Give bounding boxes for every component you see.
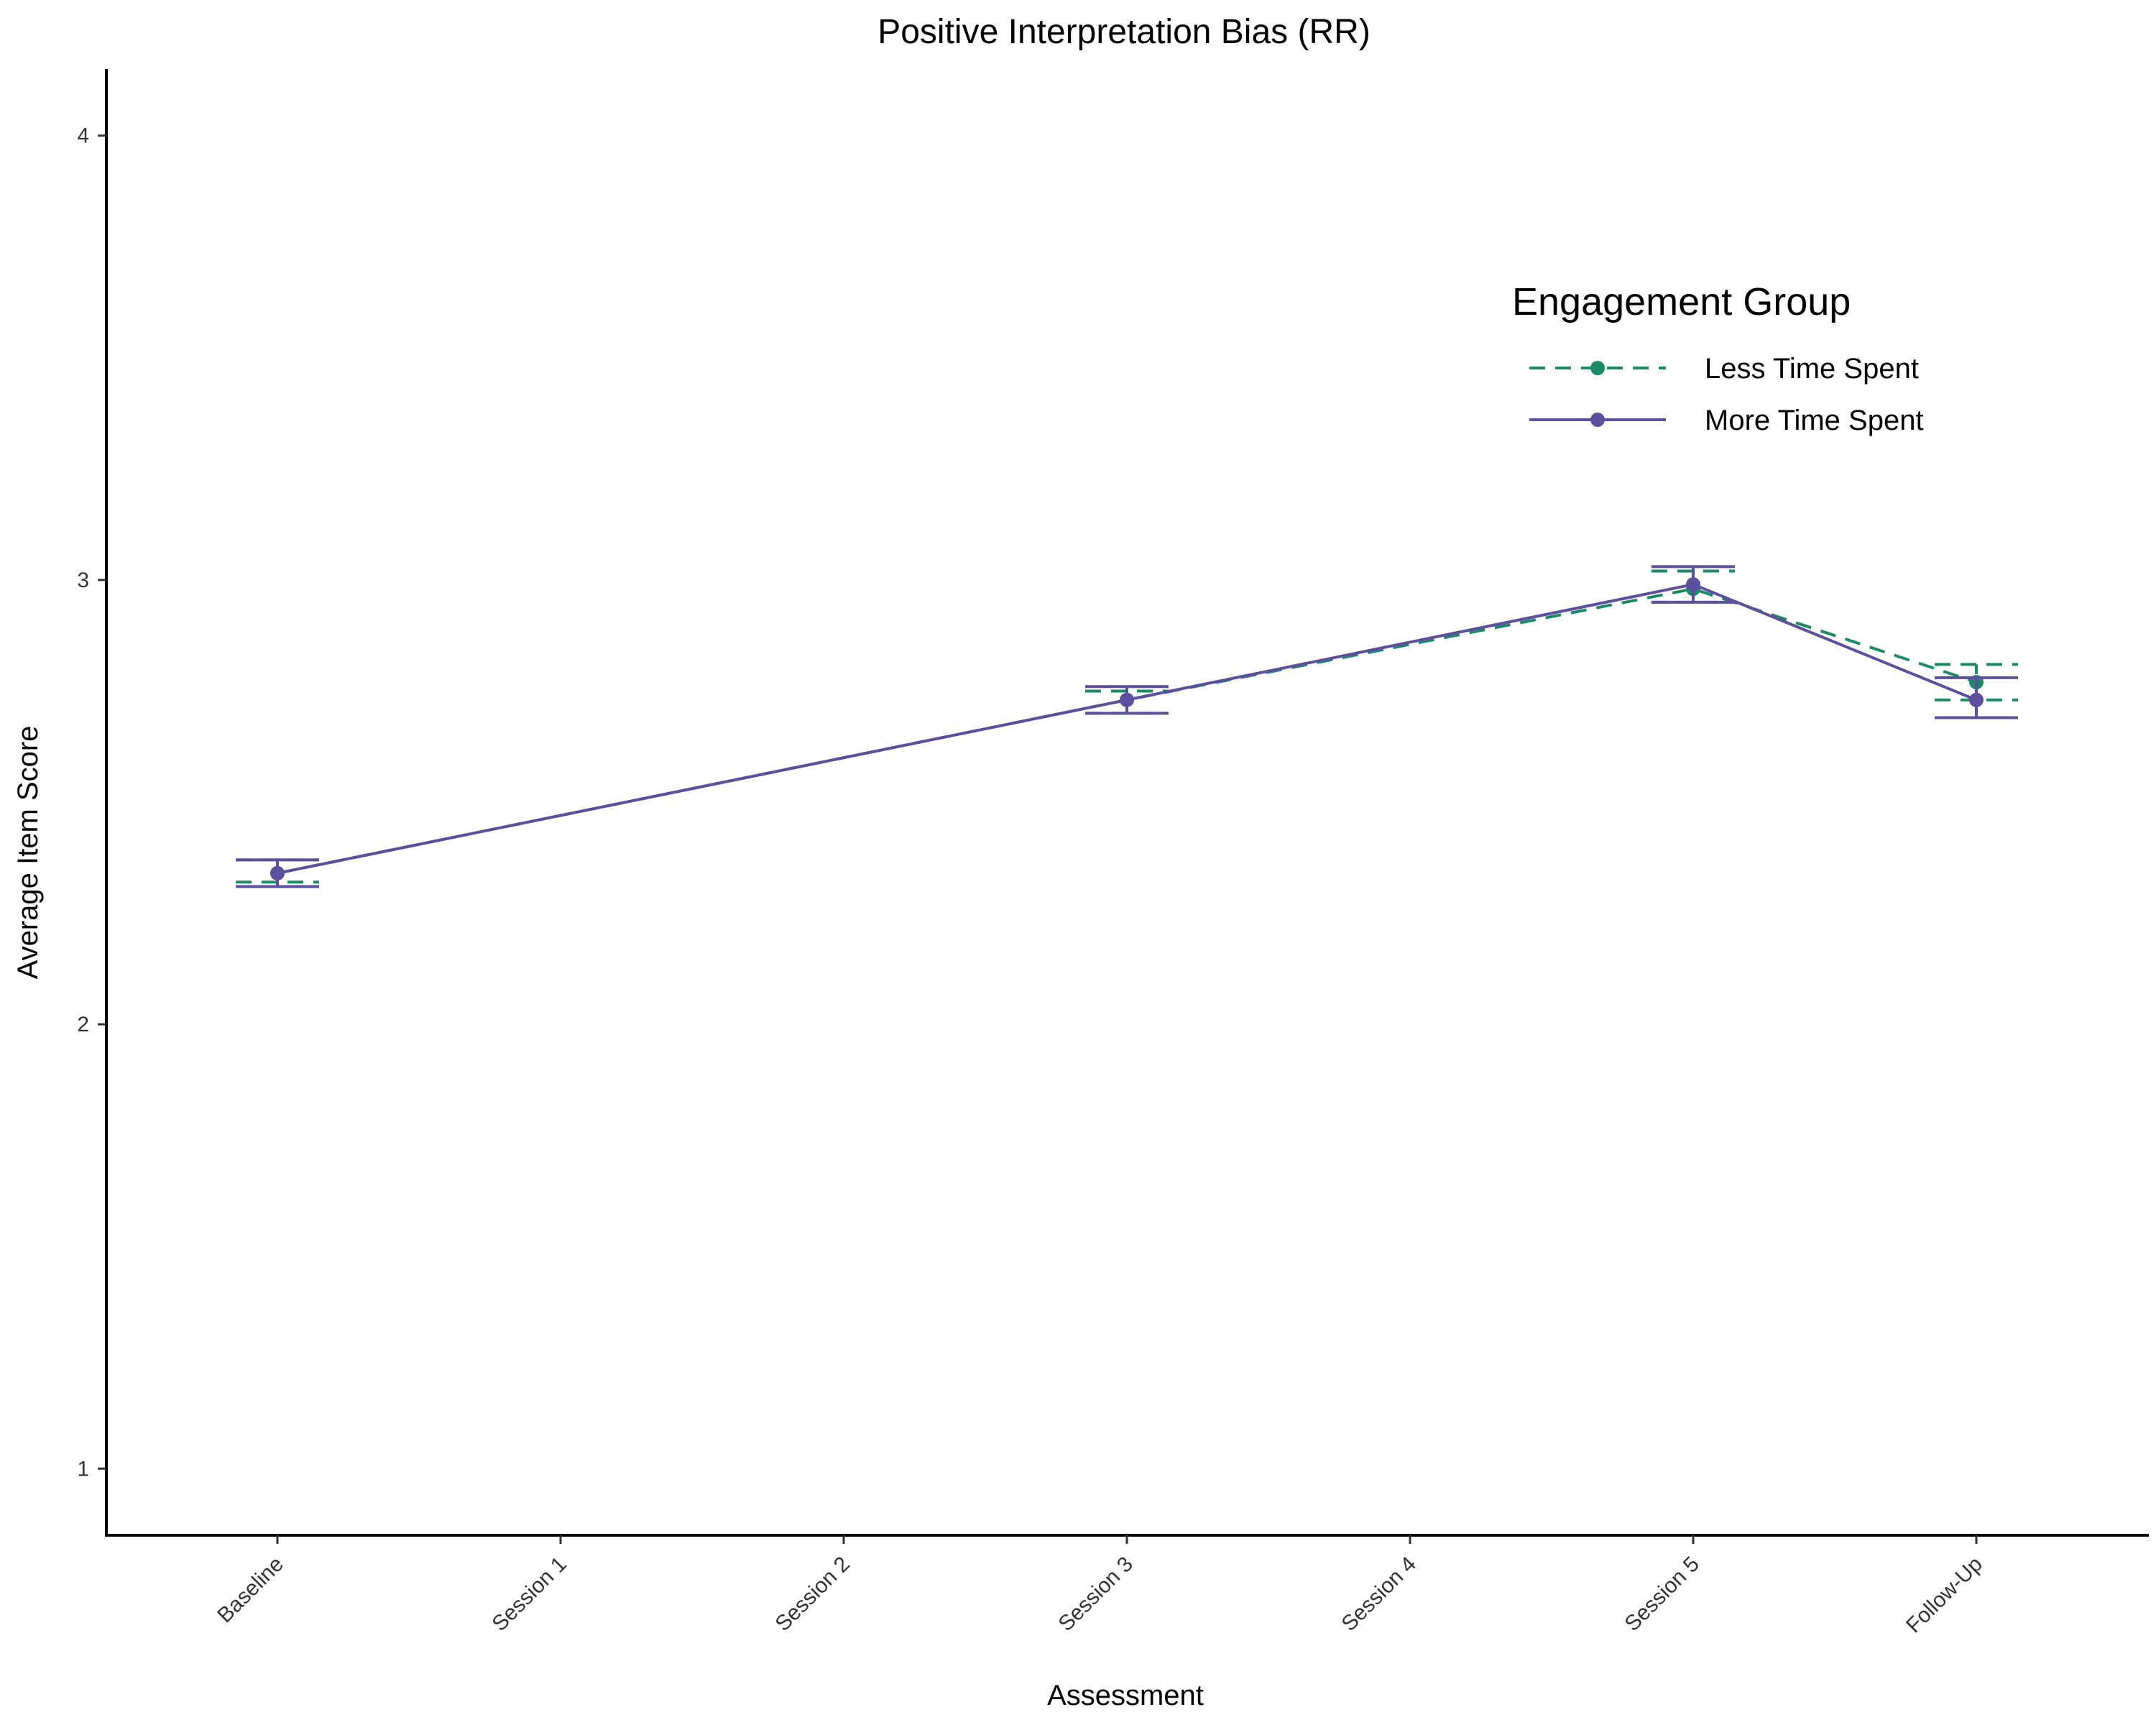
- x-tick-label: Session 4: [1337, 1552, 1420, 1636]
- legend-label: More Time Spent: [1705, 405, 1924, 436]
- y-tick-label: 1: [77, 1457, 89, 1481]
- legend-item-less-time-spent: Less Time Spent: [1529, 353, 1919, 385]
- legend-point-swatch: [1590, 361, 1605, 375]
- y-axis-title: Average Item Score: [12, 726, 44, 980]
- plot-series: [236, 565, 2018, 888]
- legend-label: Less Time Spent: [1705, 353, 1919, 385]
- legend-title: Engagement Group: [1512, 280, 1851, 323]
- x-tick-label: Session 3: [1054, 1552, 1137, 1636]
- legend: Engagement Group Less Time Spent More Tim…: [1512, 280, 1924, 436]
- series-less-time-spent: [236, 569, 2018, 884]
- x-tick-label: Session 5: [1620, 1552, 1703, 1636]
- x-tick-label: Session 1: [487, 1552, 571, 1636]
- data-point: [270, 865, 285, 880]
- series-line-more-time-spent: [277, 583, 1977, 875]
- x-tick-label: Session 2: [770, 1552, 854, 1636]
- x-tick-label: Follow-Up: [1902, 1552, 1987, 1638]
- y-tick-label: 4: [77, 124, 89, 148]
- data-point: [1686, 577, 1700, 592]
- y-tick-label: 2: [77, 1013, 89, 1036]
- data-point: [1969, 692, 1984, 707]
- x-axis-title: Assessment: [1047, 1680, 1204, 1711]
- legend-item-more-time-spent: More Time Spent: [1529, 405, 1924, 436]
- series-line-less-time-spent: [277, 587, 1977, 875]
- y-axis: 1 2 3 4: [77, 124, 106, 1481]
- x-tick-label: Baseline: [213, 1552, 288, 1628]
- x-axis: Baseline Session 1 Session 2 Session 3 Sessi…: [213, 1535, 1987, 1637]
- chart-title: Positive Interpretation Bias (RR): [877, 13, 1370, 51]
- legend-point-swatch: [1590, 413, 1605, 427]
- series-more-time-spent: [236, 565, 2018, 888]
- legend-items: Less Time Spent More Time Spent: [1529, 353, 1924, 436]
- data-point: [1120, 692, 1134, 707]
- y-tick-label: 3: [77, 569, 89, 592]
